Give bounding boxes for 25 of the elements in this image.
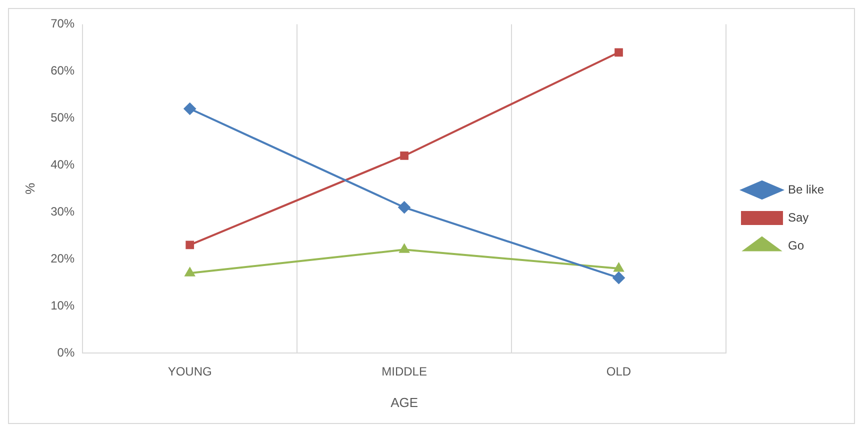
point <box>612 272 625 284</box>
point <box>614 48 623 57</box>
point <box>184 268 195 276</box>
point <box>184 102 196 115</box>
y-tick-label: 70% <box>50 16 75 31</box>
legend-label: Be like <box>788 182 824 196</box>
point <box>614 262 624 272</box>
y-tick-label: 10% <box>50 298 75 312</box>
x-tick-label: MIDDLE <box>382 364 427 379</box>
y-tick-label: 20% <box>50 251 75 266</box>
point <box>399 244 410 253</box>
y-tick-label: 30% <box>50 204 75 218</box>
x-tick-label: OLD <box>606 364 632 379</box>
legend-label: Go <box>788 238 804 252</box>
y-tick-label: 50% <box>50 110 75 124</box>
y-axis-title: % <box>22 182 38 194</box>
point <box>398 201 410 214</box>
x-axis-title: AGE <box>390 394 418 410</box>
y-tick-label: 40% <box>50 157 75 172</box>
x-tick-label: YOUNG <box>168 364 212 379</box>
point <box>400 152 408 160</box>
legend-label: Say <box>788 210 809 224</box>
y-tick-label: 0% <box>57 345 75 360</box>
point <box>186 240 194 250</box>
y-tick-label: 60% <box>50 63 75 78</box>
